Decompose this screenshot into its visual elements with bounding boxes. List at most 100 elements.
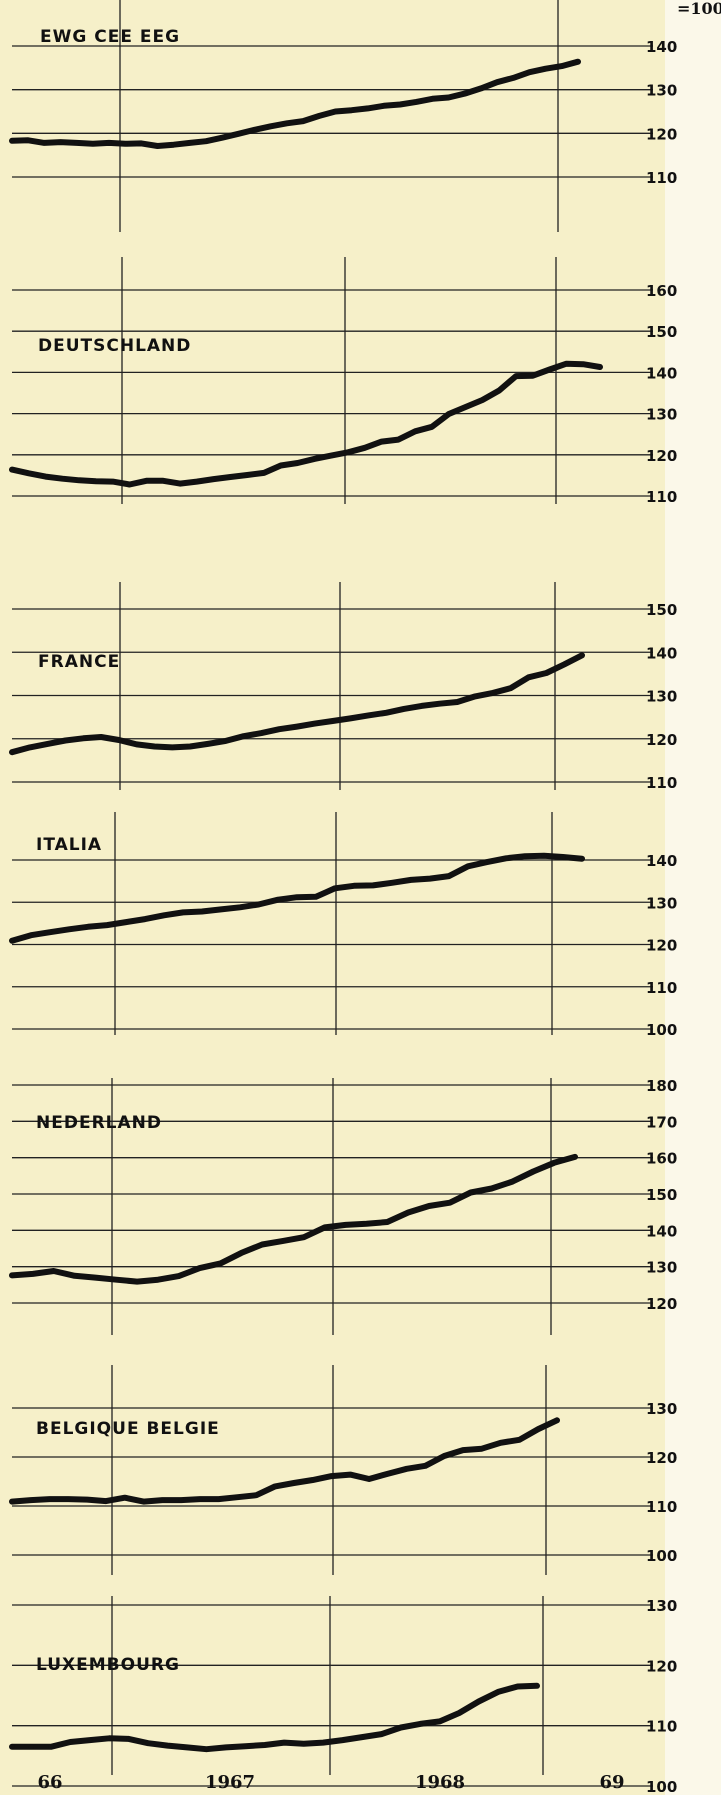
data-point <box>395 437 401 443</box>
y-tick-label: 160 <box>646 1150 677 1168</box>
data-point <box>526 674 532 680</box>
data-point <box>235 131 241 137</box>
data-point <box>9 1272 15 1278</box>
data-point <box>93 478 99 484</box>
data-point <box>9 938 15 944</box>
data-point <box>401 706 407 712</box>
data-point <box>272 1483 278 1489</box>
y-tick-label: 100 <box>646 1021 677 1039</box>
data-point <box>561 661 567 668</box>
data-point <box>412 428 418 434</box>
data-point <box>199 908 205 915</box>
data-point <box>535 1426 541 1432</box>
data-point <box>294 724 300 730</box>
data-point <box>127 481 133 488</box>
data-point <box>385 1471 391 1477</box>
y-tick-label: 110 <box>646 1718 677 1736</box>
data-point <box>275 897 281 903</box>
data-point <box>113 1277 119 1283</box>
data-point <box>370 882 376 889</box>
data-point <box>284 120 290 126</box>
data-point <box>227 474 233 480</box>
y-tick-label: 160 <box>646 282 677 300</box>
data-point <box>110 479 116 485</box>
data-point <box>51 1268 57 1274</box>
data-point <box>579 652 585 658</box>
y-tick-label: 130 <box>646 82 677 100</box>
chart-panel: 110 120 130 140 150 FRANCE <box>9 582 677 792</box>
data-point <box>397 101 403 108</box>
data-point <box>316 113 322 119</box>
data-point <box>238 1250 244 1256</box>
data-point <box>253 1492 259 1498</box>
y-tick-label: 110 <box>646 1498 677 1516</box>
data-point <box>345 449 351 455</box>
panel-title: NEDERLAND <box>36 1113 162 1133</box>
data-point <box>554 1417 560 1423</box>
data-point <box>262 1742 268 1748</box>
data-point <box>301 1234 307 1240</box>
data-point <box>462 91 468 97</box>
data-point <box>522 853 528 859</box>
data-point <box>291 1480 297 1486</box>
data-point <box>25 137 31 143</box>
data-point <box>48 1744 54 1750</box>
data-point <box>404 1466 410 1472</box>
data-point <box>30 1271 36 1277</box>
data-point <box>575 59 581 65</box>
data-point <box>347 1472 353 1478</box>
data-point <box>85 924 91 930</box>
data-point <box>116 737 122 743</box>
data-point <box>313 894 319 900</box>
data-point <box>363 1221 370 1227</box>
data-point <box>218 906 224 913</box>
data-point <box>530 373 536 379</box>
data-point <box>261 470 267 476</box>
data-point <box>320 1740 326 1746</box>
panel-title: FRANCE <box>38 652 120 672</box>
data-point <box>259 1241 265 1248</box>
data-point <box>426 1203 432 1209</box>
data-point <box>446 873 452 879</box>
data-point <box>379 439 385 445</box>
data-point <box>408 877 414 883</box>
data-point <box>194 479 200 485</box>
data-point <box>301 1741 307 1747</box>
data-point <box>340 1737 346 1743</box>
y-tick-label: 170 <box>646 1113 677 1131</box>
y-tick-label: 130 <box>646 1400 677 1418</box>
data-point <box>106 140 112 146</box>
data-point <box>330 718 336 724</box>
data-point <box>197 1496 203 1502</box>
data-point <box>479 1446 485 1452</box>
panel-title: DEUTSCHLAND <box>38 336 191 356</box>
data-point <box>268 123 274 129</box>
data-point <box>241 733 247 739</box>
data-point <box>547 366 553 373</box>
data-point <box>165 1743 171 1749</box>
data-point <box>234 1494 241 1500</box>
data-point <box>62 737 68 744</box>
y-tick-label: 110 <box>646 774 677 792</box>
data-point <box>494 79 500 85</box>
data-point <box>419 703 425 709</box>
data-point <box>551 1160 557 1166</box>
data-point <box>203 138 209 144</box>
data-point <box>526 69 533 75</box>
data-point <box>510 75 516 81</box>
data-point <box>122 141 128 147</box>
data-point <box>446 411 452 417</box>
data-point <box>67 1739 73 1745</box>
y-tick-label: 120 <box>646 731 677 749</box>
data-point <box>454 699 460 705</box>
data-point <box>66 926 72 932</box>
data-point <box>219 135 225 141</box>
data-point <box>26 470 32 476</box>
data-point <box>74 140 80 146</box>
data-point <box>389 880 395 886</box>
data-point <box>597 364 603 370</box>
data-point <box>472 693 478 700</box>
data-point <box>300 118 306 124</box>
data-point <box>441 1453 447 1459</box>
